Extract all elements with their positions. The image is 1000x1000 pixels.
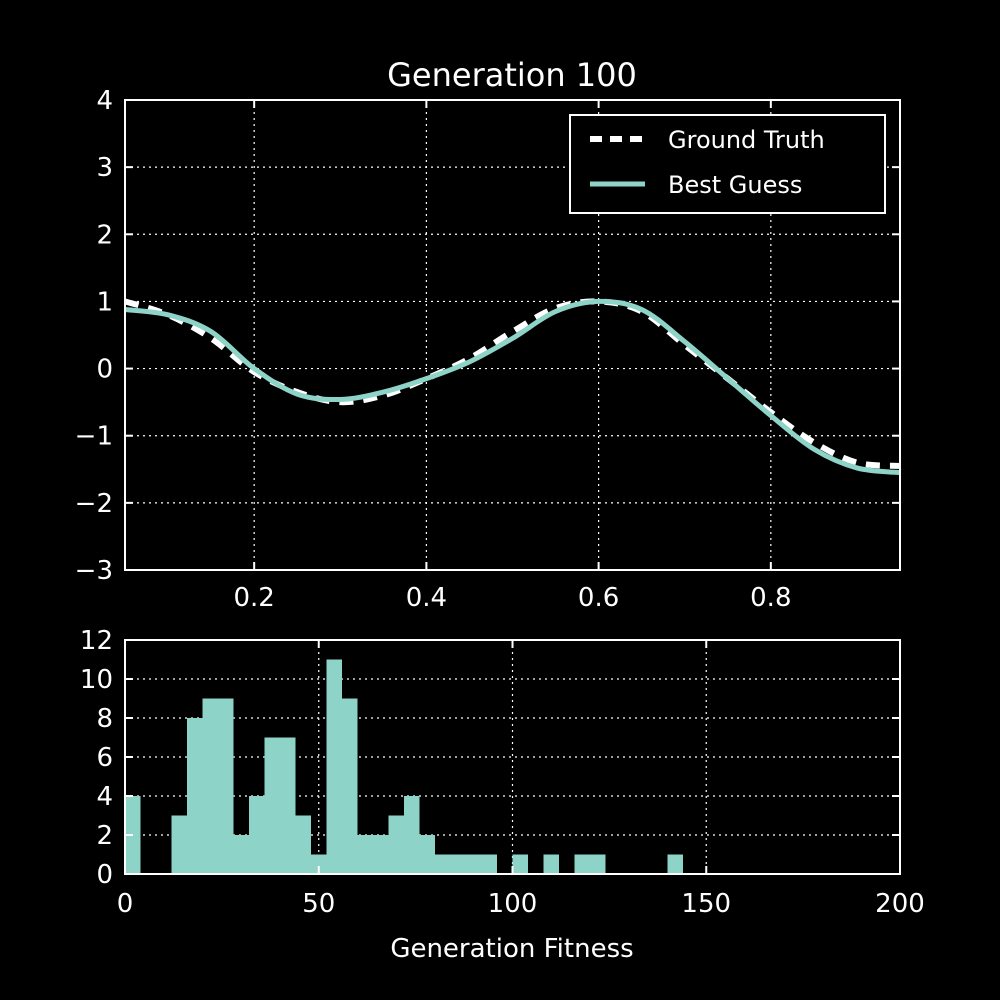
x-tick-label: 0	[117, 889, 134, 919]
x-tick-label: 0.2	[233, 583, 274, 613]
histogram-bars	[125, 659, 683, 874]
histogram-bar	[295, 815, 311, 874]
histogram-bar	[280, 737, 296, 874]
histogram-bar	[419, 835, 435, 874]
histogram-bar	[574, 854, 590, 874]
histogram-bar	[450, 854, 466, 874]
line-chart-ticks: 0.2 0.4 0.6 0.8 −3 −2 −1 0 1 2 3 4	[75, 86, 900, 613]
histogram-chart: 0 50 100 150 200 0 2 4 6 8 10 12 Generation Fitness	[80, 626, 925, 964]
histogram-bar	[342, 698, 358, 874]
x-axis-label: Generation Fitness	[390, 934, 633, 964]
histogram-bar	[233, 835, 249, 874]
histogram-bar	[543, 854, 559, 874]
histogram-bar	[373, 835, 389, 874]
chart-title: Generation 100	[387, 56, 637, 94]
y-tick-label: 2	[96, 821, 113, 851]
y-tick-label: −1	[75, 422, 113, 452]
y-tick-label: 1	[96, 287, 113, 317]
histogram-bar	[326, 659, 342, 874]
y-tick-label: −2	[75, 489, 113, 519]
y-tick-label: 3	[96, 153, 113, 183]
legend-label-ground-truth: Ground Truth	[668, 126, 825, 154]
line-chart-series	[124, 298, 901, 476]
histogram-bar	[264, 737, 280, 874]
histogram-bar	[187, 718, 203, 874]
legend-box	[569, 114, 886, 214]
histogram-bar	[404, 796, 420, 874]
series-line-ground-truth	[124, 298, 901, 469]
histogram-bar	[249, 796, 265, 874]
legend-label-best-guess: Best Guess	[668, 171, 802, 199]
histogram-bar	[512, 854, 528, 874]
y-tick-label: 6	[96, 743, 113, 773]
histogram-bar	[357, 835, 373, 874]
series-line-best-guess	[124, 298, 901, 476]
y-tick-label: 10	[80, 665, 113, 695]
histogram-bar	[435, 854, 451, 874]
histogram-bar	[466, 854, 482, 874]
y-tick-label: 12	[80, 626, 113, 656]
histogram-ticks: 0 50 100 150 200 0 2 4 6 8 10 12	[80, 626, 925, 919]
histogram-bar	[311, 854, 327, 874]
histogram-bar	[202, 698, 218, 874]
legend: Ground Truth Best Guess	[569, 114, 886, 214]
y-tick-label: 0	[96, 860, 113, 890]
histogram-bar	[218, 698, 234, 874]
y-tick-label: 8	[96, 704, 113, 734]
y-tick-label: 4	[96, 86, 113, 116]
x-tick-label: 0.6	[578, 583, 619, 613]
y-tick-label: −3	[75, 556, 113, 586]
y-tick-label: 2	[96, 220, 113, 250]
x-tick-label: 0.8	[750, 583, 791, 613]
y-tick-label: 0	[96, 355, 113, 385]
x-tick-label: 50	[302, 889, 335, 919]
histogram-bar	[590, 854, 606, 874]
histogram-bar	[388, 815, 404, 874]
histogram-bar	[481, 854, 497, 874]
x-tick-label: 0.4	[406, 583, 447, 613]
line-chart: Generation 100 0.2 0.4 0.6 0.8 −3 −2 −1 0 1 2 3 4 G…	[75, 56, 901, 613]
x-tick-label: 200	[875, 889, 925, 919]
y-tick-label: 4	[96, 782, 113, 812]
x-tick-label: 150	[681, 889, 731, 919]
histogram-bar	[667, 854, 683, 874]
line-chart-frame	[124, 99, 901, 571]
histogram-bar	[171, 815, 187, 874]
x-tick-label: 100	[488, 889, 538, 919]
